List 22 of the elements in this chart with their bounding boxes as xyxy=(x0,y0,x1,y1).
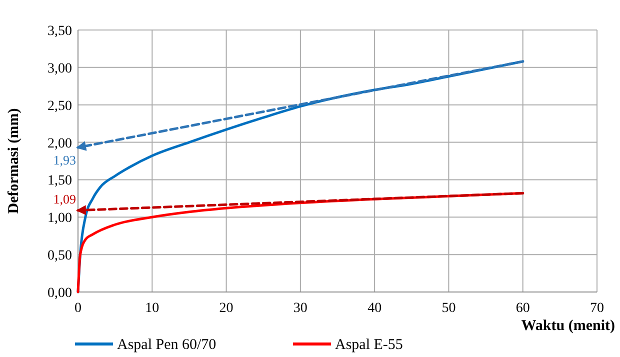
annotation: 1,09 xyxy=(53,191,76,206)
x-tick-label: 20 xyxy=(219,301,234,316)
y-tick-label: 1,50 xyxy=(48,174,72,189)
y-tick-label: 3,50 xyxy=(48,24,72,39)
y-tick-label: 2,00 xyxy=(48,136,72,152)
x-tick-label: 50 xyxy=(442,301,456,316)
x-tick-label: 70 xyxy=(590,301,604,316)
x-tick-label: 60 xyxy=(516,301,530,316)
x-tick-label: 10 xyxy=(145,301,160,316)
y-tick-label: 1,00 xyxy=(48,211,72,226)
legend-label: Aspal E-55 xyxy=(335,337,403,353)
x-tick-label: 30 xyxy=(293,301,308,316)
x-tick-label: 0 xyxy=(74,301,82,316)
legend-label: Aspal Pen 60/70 xyxy=(117,337,216,353)
x-axis-title: Waktu (menit) xyxy=(521,318,616,334)
y-tick-label: 2,50 xyxy=(48,98,72,114)
y-axis-title: Deformasi (mm) xyxy=(6,108,22,214)
y-tick-label: 3,00 xyxy=(48,61,72,76)
annotation: 1,93 xyxy=(53,152,76,168)
y-tick-label: 0,00 xyxy=(48,286,72,301)
x-tick-label: 40 xyxy=(368,301,382,316)
y-tick-label: 0,50 xyxy=(48,248,72,264)
